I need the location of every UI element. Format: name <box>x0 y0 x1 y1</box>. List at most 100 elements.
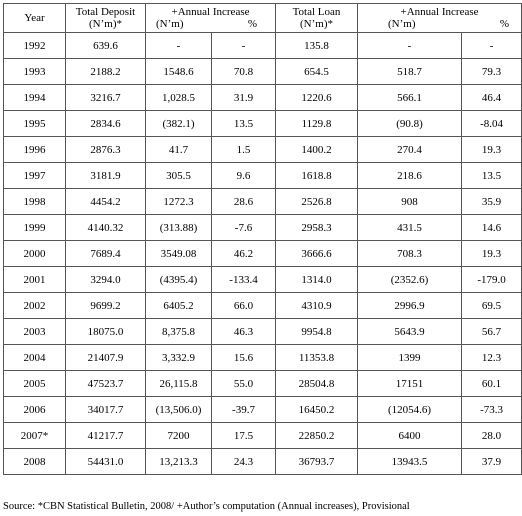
table-cell: 41.7 <box>145 136 212 163</box>
table-row: 1997 3181.9 305.5 9.6 1618.8 218.6 13.5 <box>3 162 522 189</box>
table-cell: -39.7 <box>210 396 277 423</box>
table-cell: 639.6 <box>65 32 146 59</box>
table-cell: 654.5 <box>275 58 359 85</box>
table-cell: 1548.6 <box>145 58 212 85</box>
table-cell: 2002 <box>3 292 66 319</box>
table-cell: 46.3 <box>210 318 277 345</box>
header-line: (N’m)* <box>89 18 122 30</box>
table-cell: 1.5 <box>210 136 277 163</box>
table-cell: 31.9 <box>210 84 277 111</box>
table-cell: 19.3 <box>461 136 522 163</box>
table-cell: - <box>461 32 522 59</box>
table-cell: 6400 <box>357 422 463 449</box>
table-cell: 3549.08 <box>145 240 212 267</box>
table-cell: 2996.9 <box>357 292 463 319</box>
table-cell: 36793.7 <box>275 448 359 475</box>
table-cell: 13,213.3 <box>145 448 212 475</box>
table-cell: 2006 <box>3 396 66 423</box>
table-cell: 1992 <box>3 32 66 59</box>
table-cell: 19.3 <box>461 240 522 267</box>
table-cell: (12054.6) <box>357 396 463 423</box>
header-line: +Annual Increase <box>171 6 250 18</box>
table-cell: 37.9 <box>461 448 522 475</box>
table-cell: 7689.4 <box>65 240 146 267</box>
table-cell: 4140.32 <box>65 214 146 241</box>
header-line: % <box>247 18 258 30</box>
table-cell: 15.6 <box>210 344 277 371</box>
table-cell: 28504.8 <box>275 370 359 397</box>
data-table: Year Total Deposit (N’m)* +Annual Increas… <box>3 3 522 475</box>
table-cell: 908 <box>357 188 463 215</box>
header-cell: Year <box>3 3 66 33</box>
table-cell: 1997 <box>3 162 66 189</box>
table-cell: 14.6 <box>461 214 522 241</box>
table-cell: 2007* <box>3 422 66 449</box>
table-row: 2005 47523.7 26,115.8 55.0 28504.8 17151 60.1 <box>3 370 522 397</box>
table-cell: 47523.7 <box>65 370 146 397</box>
table-cell: 2958.3 <box>275 214 359 241</box>
table-cell: 3216.7 <box>65 84 146 111</box>
table-cell: 1272.3 <box>145 188 212 215</box>
table-cell: 56.7 <box>461 318 522 345</box>
table-cell: 28.6 <box>210 188 277 215</box>
table-cell: 431.5 <box>357 214 463 241</box>
header-line: (N’m) <box>156 18 184 30</box>
table-cell: 12.3 <box>461 344 522 371</box>
table-cell: 79.3 <box>461 58 522 85</box>
table-cell: 11353.8 <box>275 344 359 371</box>
table-row: 1993 2188.2 1548.6 70.8 654.5 518.7 79.3 <box>3 58 522 85</box>
header-cell: +Annual Increase (N’m)% <box>357 3 522 33</box>
table-row: 1996 2876.3 41.7 1.5 1400.2 270.4 19.3 <box>3 136 522 163</box>
table-cell: 41217.7 <box>65 422 146 449</box>
table-cell: 305.5 <box>145 162 212 189</box>
table-cell: 1999 <box>3 214 66 241</box>
table-cell: 1129.8 <box>275 110 359 137</box>
table-cell: 1993 <box>3 58 66 85</box>
table-cell: 1618.8 <box>275 162 359 189</box>
table-cell: 4454.2 <box>65 188 146 215</box>
table-cell: 6405.2 <box>145 292 212 319</box>
table-row: 2002 9699.2 6405.2 66.0 4310.9 2996.9 69.5 <box>3 292 522 319</box>
table-row: 1992 639.6- -135.8- - <box>3 32 522 59</box>
table-cell: 135.8 <box>275 32 359 59</box>
table-cell: -7.6 <box>210 214 277 241</box>
table-row: 2001 3294.0 (4395.4) -133.4 1314.0 (2352.6) -1… <box>3 266 522 293</box>
table-cell: -8.04 <box>461 110 522 137</box>
table-cell: 7200 <box>145 422 212 449</box>
table-cell: 3,332.9 <box>145 344 212 371</box>
table-cell: -133.4 <box>210 266 277 293</box>
table-cell: 60.1 <box>461 370 522 397</box>
table-cell: 54431.0 <box>65 448 146 475</box>
table-cell: 70.8 <box>210 58 277 85</box>
table-cell: 3181.9 <box>65 162 146 189</box>
table-row: 2004 21407.9 3,332.9 15.6 11353.8 1399 12.3 <box>3 344 522 371</box>
table-cell: 1220.6 <box>275 84 359 111</box>
table-cell: 518.7 <box>357 58 463 85</box>
header-line: Total Deposit <box>75 6 136 18</box>
table-cell: (313.88) <box>145 214 212 241</box>
table-cell: 46.4 <box>461 84 522 111</box>
table-cell: 34017.7 <box>65 396 146 423</box>
table-cell: 13943.5 <box>357 448 463 475</box>
table-cell: 566.1 <box>357 84 463 111</box>
table-cell: 26,115.8 <box>145 370 212 397</box>
table-row: 1994 3216.7 1,028.5 31.9 1220.6 566.1 46.4 <box>3 84 522 111</box>
table-cell: 18075.0 <box>65 318 146 345</box>
table-cell: 2008 <box>3 448 66 475</box>
table-cell: 708.3 <box>357 240 463 267</box>
table-row: 1995 2834.6 (382.1) 13.5 1129.8 (90.8) -8.04 <box>3 110 522 137</box>
table-cell: 2003 <box>3 318 66 345</box>
table-cell: -73.3 <box>461 396 522 423</box>
header-cell: +Annual Increase (N’m)% <box>144 3 277 33</box>
table-cell: (13,506.0) <box>145 396 212 423</box>
table-row: 2008 54431.0 13,213.3 24.3 36793.7 13943.5 37.… <box>3 448 522 475</box>
table-cell: 3294.0 <box>65 266 146 293</box>
header-line: +Annual Increase <box>400 6 479 18</box>
table-cell: 9954.8 <box>275 318 359 345</box>
table-cell: 9.6 <box>210 162 277 189</box>
table-cell: 35.9 <box>461 188 522 215</box>
table-cell: 4310.9 <box>275 292 359 319</box>
table-body: Year Total Deposit (N’m)* +Annual Increas… <box>3 3 522 475</box>
table-cell: 5643.9 <box>357 318 463 345</box>
